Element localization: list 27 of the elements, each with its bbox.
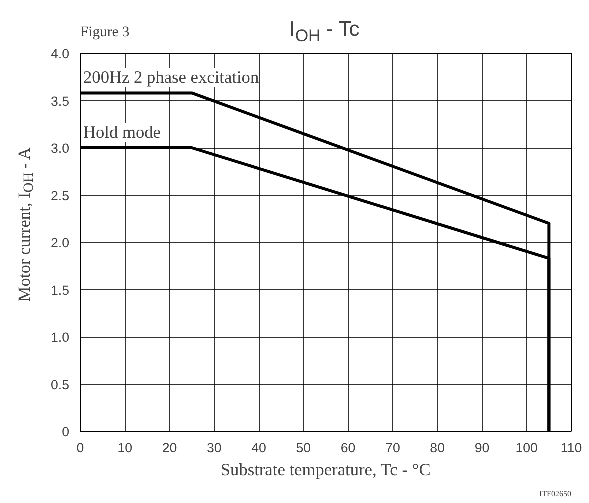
y-tick-label: 4.0	[50, 46, 70, 62]
x-tick-label: 20	[162, 440, 178, 456]
x-tick-label: 40	[252, 440, 266, 456]
series-label: 200Hz 2 phase excitation	[84, 68, 260, 88]
x-tick-label: 80	[430, 440, 446, 456]
x-tick-label: 110	[560, 440, 582, 456]
x-tick-label: 90	[474, 440, 490, 456]
x-tick-label: 100	[516, 440, 538, 456]
series-label: Hold mode	[84, 123, 162, 142]
y-tick-label: 0.5	[50, 377, 70, 392]
x-tick-label: 0	[76, 440, 84, 456]
y-axis-title: Motor current, IOH - A	[15, 146, 38, 302]
y-tick-label: 1.0	[50, 330, 70, 345]
x-axis-title: Substrate temperature, Tc - °C	[220, 460, 431, 480]
y-tick-label: 3.5	[50, 94, 70, 109]
x-tick-label: 60	[340, 440, 356, 456]
y-tick-label: 2.5	[50, 188, 70, 204]
y-tick-label: 3.0	[50, 141, 70, 156]
y-tick-label: 0	[62, 424, 70, 440]
text: ITF02650	[540, 490, 572, 498]
x-tick-label: 10	[118, 440, 133, 456]
x-tick-label: 30	[206, 440, 222, 456]
x-tick-label: 70	[386, 440, 400, 456]
y-tick-label: 1.5	[50, 282, 70, 298]
caption: Figure 3	[80, 24, 130, 40]
y-tick-label: 2.0	[50, 236, 70, 250]
x-tick-label: 50	[296, 440, 312, 456]
